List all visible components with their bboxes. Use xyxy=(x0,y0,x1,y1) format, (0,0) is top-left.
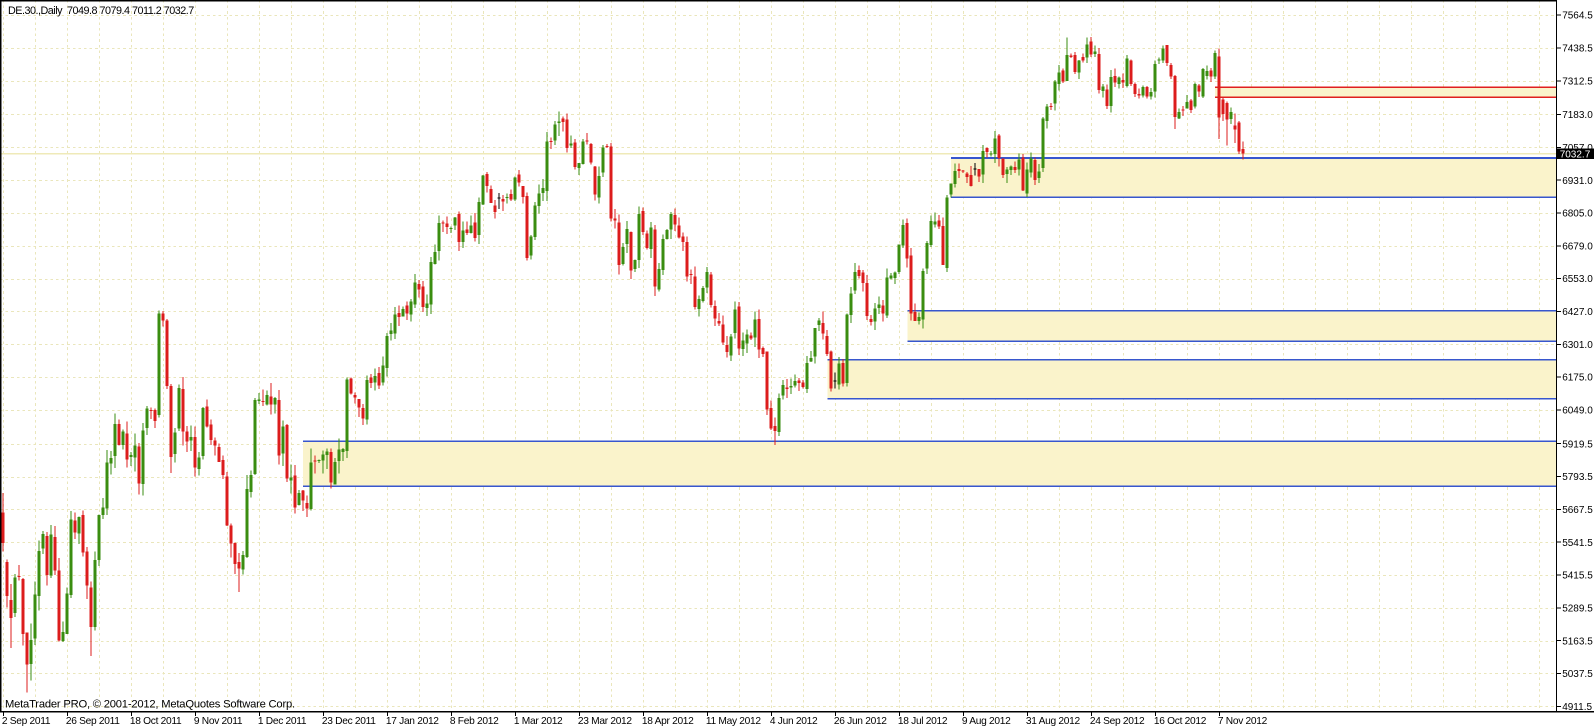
svg-text:5415.5: 5415.5 xyxy=(1562,571,1593,582)
svg-text:6427.0: 6427.0 xyxy=(1562,307,1593,318)
svg-text:24 Sep 2012: 24 Sep 2012 xyxy=(1090,716,1145,727)
svg-text:9 Aug 2012: 9 Aug 2012 xyxy=(962,716,1011,727)
svg-text:1 Dec 2011: 1 Dec 2011 xyxy=(258,716,307,727)
svg-text:11 May 2012: 11 May 2012 xyxy=(706,716,761,727)
svg-text:5289.5: 5289.5 xyxy=(1562,603,1593,614)
svg-text:2 Sep 2011: 2 Sep 2011 xyxy=(2,716,51,727)
svg-text:6679.0: 6679.0 xyxy=(1562,241,1593,252)
svg-text:7312.5: 7312.5 xyxy=(1562,76,1593,87)
svg-text:7438.5: 7438.5 xyxy=(1562,44,1593,55)
svg-text:6049.0: 6049.0 xyxy=(1562,406,1593,417)
svg-text:7564.5: 7564.5 xyxy=(1562,11,1593,22)
svg-text:MetaTrader PRO, © 2001-2012, M: MetaTrader PRO, © 2001-2012, MetaQuotes … xyxy=(5,699,295,711)
svg-text:31 Aug 2012: 31 Aug 2012 xyxy=(1026,716,1081,727)
svg-text:4911.5: 4911.5 xyxy=(1562,702,1592,713)
svg-text:26 Jun 2012: 26 Jun 2012 xyxy=(834,716,887,727)
svg-text:8 Feb 2012: 8 Feb 2012 xyxy=(450,716,499,727)
svg-text:18 Jul 2012: 18 Jul 2012 xyxy=(898,716,948,727)
svg-text:17 Jan 2012: 17 Jan 2012 xyxy=(386,716,439,727)
svg-text:4 Jun 2012: 4 Jun 2012 xyxy=(770,716,818,727)
svg-text:5541.5: 5541.5 xyxy=(1562,538,1593,549)
svg-text:6931.0: 6931.0 xyxy=(1562,176,1593,187)
svg-text:9 Nov 2011: 9 Nov 2011 xyxy=(194,716,243,727)
svg-text:1 Mar 2012: 1 Mar 2012 xyxy=(514,716,563,727)
svg-text:DE.30.,Daily 7049.8 7079.4 70: DE.30.,Daily 7049.8 7079.4 7011.2 7032.7 xyxy=(8,5,194,17)
svg-text:23 Mar 2012: 23 Mar 2012 xyxy=(578,716,633,727)
svg-text:6553.0: 6553.0 xyxy=(1562,274,1593,285)
svg-text:5919.5: 5919.5 xyxy=(1562,439,1593,450)
svg-text:18 Oct 2011: 18 Oct 2011 xyxy=(130,716,182,727)
svg-text:5667.5: 5667.5 xyxy=(1562,505,1593,516)
svg-text:7183.0: 7183.0 xyxy=(1562,110,1593,121)
svg-text:6175.0: 6175.0 xyxy=(1562,373,1593,384)
svg-text:5037.5: 5037.5 xyxy=(1562,669,1593,680)
svg-text:6805.0: 6805.0 xyxy=(1562,209,1593,220)
svg-text:18 Apr 2012: 18 Apr 2012 xyxy=(642,716,694,727)
svg-text:7032.7: 7032.7 xyxy=(1560,149,1591,160)
svg-text:26 Sep 2011: 26 Sep 2011 xyxy=(66,716,120,727)
svg-text:16 Oct 2012: 16 Oct 2012 xyxy=(1154,716,1207,727)
svg-text:7057.0: 7057.0 xyxy=(1562,143,1593,154)
svg-text:5163.5: 5163.5 xyxy=(1562,636,1593,647)
svg-text:7 Nov 2012: 7 Nov 2012 xyxy=(1218,716,1268,727)
svg-text:6301.0: 6301.0 xyxy=(1562,340,1593,351)
svg-text:23 Dec 2011: 23 Dec 2011 xyxy=(322,716,376,727)
svg-text:5793.5: 5793.5 xyxy=(1562,472,1593,483)
